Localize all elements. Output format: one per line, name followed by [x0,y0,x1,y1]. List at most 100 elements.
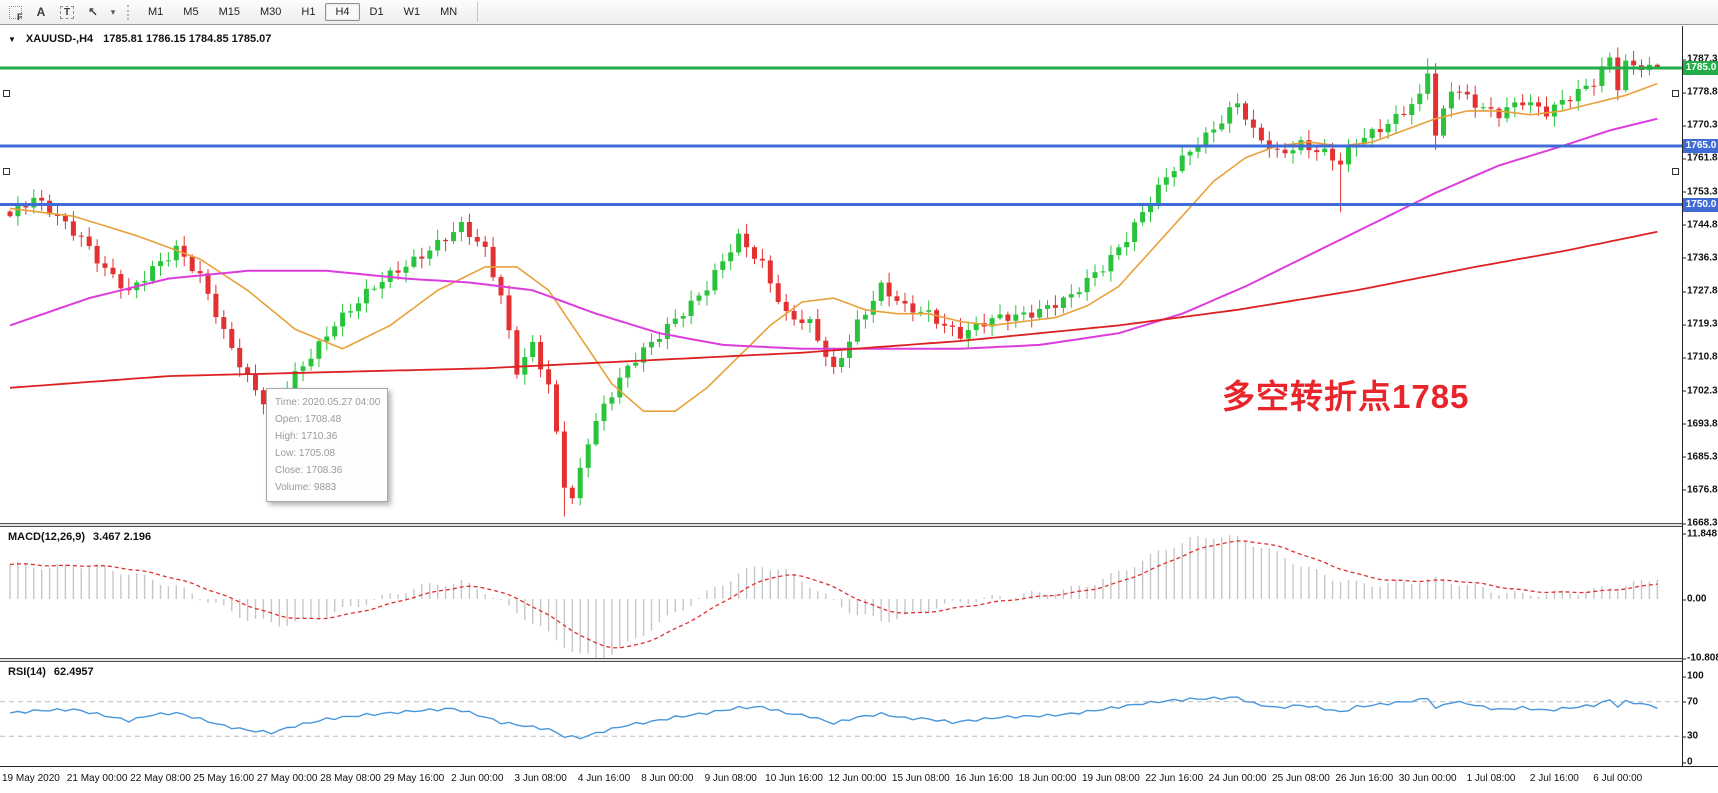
time-tick-label: 30 Jun 00:00 [1398,773,1457,784]
time-tick-label: 26 Jun 16:00 [1335,773,1394,784]
time-tick-label: 12 Jun 00:00 [828,773,887,784]
price-tick-label: 1744.8 [1682,219,1718,231]
tooltip-row: Open: 1708.48 [275,414,342,425]
macd-axis-label: 11.848 [1681,528,1718,540]
price-tick-label: 1727.8 [1682,285,1718,297]
rsi-indicator-value: 62.4957 [53,666,94,678]
toolbar-drag-handle[interactable] [127,4,129,20]
time-tick-label: 28 May 08:00 [320,773,381,784]
hline-handle-1765[interactable] [1672,168,1679,175]
price-tick-label: 1668.3 [1682,517,1718,529]
time-tick-label: 2 Jul 16:00 [1529,773,1579,784]
symbol-dropdown-icon[interactable]: ▼ [8,34,16,44]
price-tick-label: 1710.8 [1682,351,1718,363]
timeframe-button-H4[interactable]: H4 [325,3,360,21]
horizontal-line-1765[interactable] [0,144,1682,148]
price-tick-label: 1753.3 [1682,186,1718,198]
arrows-dropdown-caret-icon[interactable]: ▾ [110,6,116,17]
top-toolbar: F A T ↖ ▾ M1 M5 M15 M30 H1 H4 D1 W1 MN [0,0,1718,25]
price-tick-label: 1676.8 [1682,484,1718,496]
time-tick-label: 21 May 00:00 [66,773,128,784]
candle-data-tooltip: Time: 2020.05.27 04:00 Open: 1708.48 High:… [266,388,388,502]
price-badge-1765.0: 1765.0 [1683,139,1718,153]
tooltip-row: Volume: 9883 [275,482,337,493]
grid-template-icon[interactable]: F [4,2,26,22]
time-tick-label: 29 May 16:00 [383,773,445,784]
time-tick-label: 3 Jun 08:00 [514,773,567,784]
time-tick-label: 2 Jun 00:00 [451,773,504,784]
rsi-axis-label: 70 [1681,696,1699,708]
rsi-axis-label: 0 [1682,756,1693,768]
price-tick-label: 1719.3 [1682,318,1718,330]
timeframe-button-H1[interactable]: H1 [301,6,316,18]
time-tick-label: 15 Jun 08:00 [891,773,950,784]
time-tick-label: 16 Jun 16:00 [955,773,1014,784]
time-tick-label: 9 Jun 08:00 [704,773,757,784]
timeframe-button-MN[interactable]: MN [440,6,458,18]
candle-wicks-up [17,52,1650,506]
price-tick-label: 1761.8 [1682,152,1718,164]
ma-fast-orange-line [9,82,1658,412]
time-tick-label: 25 May 16:00 [193,773,255,784]
timeframe-button-W1[interactable]: W1 [403,6,421,18]
macd-histogram [9,535,1659,658]
hline-handle-1785[interactable] [3,90,10,97]
chart-annotation-text: 多空转折点1785 [1222,378,1470,415]
symbol-ohlc-line: ▼ XAUUSD-,H4 1785.81 1786.15 1784.85 178… [8,33,271,45]
timeframe-button-M30[interactable]: M30 [259,6,282,18]
tooltip-row: Time: 2020.05.27 04:00 [275,397,381,408]
hline-handle-1765[interactable] [3,168,10,175]
price-badge-1750.0: 1750.0 [1683,197,1718,212]
macd-chart-canvas[interactable] [0,527,1682,658]
time-tick-label: 8 Jun 00:00 [641,773,694,784]
horizontal-line-1785[interactable] [0,66,1682,70]
macd-axis-label: 0.00 [1681,593,1707,605]
symbol-period-label: XAUUSD-,H4 [25,33,94,45]
time-tick-label: 27 May 00:00 [256,773,318,784]
time-tick-label: 18 Jun 00:00 [1018,773,1077,784]
candle-wicks-down [9,47,1658,517]
tooltip-row: Close: 1708.36 [275,465,343,476]
panel-splitter[interactable] [0,658,1718,662]
price-badge-1785.0: 1785.0 [1683,61,1718,75]
rsi-chart-canvas[interactable] [0,662,1682,766]
time-tick-label: 22 May 08:00 [130,773,191,784]
rsi-axis-label: 30 [1681,730,1699,742]
hline-handle-1785[interactable] [1672,90,1679,97]
horizontal-line-1750[interactable] [0,203,1682,206]
timeframe-button-M15[interactable]: M15 [218,6,240,18]
chart-window: ▼ XAUUSD-,H4 1785.81 1786.15 1784.85 178… [0,26,1718,793]
ohlc-values: 1785.81 1786.15 1784.85 1785.07 [103,33,272,45]
arrows-tool-icon[interactable]: ↖ [87,5,99,19]
price-tick-label: 1685.3 [1682,451,1718,463]
macd-indicator-values: 3.467 2.196 [93,531,152,543]
timeframe-button-D1[interactable]: D1 [369,6,384,18]
time-tick-label: 4 Jun 16:00 [577,773,631,784]
text-a-icon[interactable]: A [36,5,46,19]
main-chart-canvas[interactable] [0,26,1682,523]
tooltip-row: High: 1710.36 [275,431,338,442]
price-tick-label: 1787.3 [1682,53,1718,65]
text-box-icon[interactable]: T [56,2,78,22]
macd-indicator-label: MACD(12,26,9) 3.467 2.196 [8,531,152,543]
timeframe-button-M5[interactable]: M5 [183,6,199,18]
timeframe-button-M1[interactable]: M1 [148,6,164,18]
time-tick-label: 19 Jun 08:00 [1081,773,1140,784]
time-tick-label: 24 Jun 00:00 [1208,773,1267,784]
time-tick-label: 10 Jun 16:00 [765,773,823,784]
price-tick-label: 1702.3 [1682,385,1718,397]
toolbar-separator [477,2,479,22]
rsi-indicator-label: RSI(14) 62.4957 [8,666,94,678]
grid-template-label: F [17,11,23,22]
price-tick-label: 1770.3 [1682,119,1718,131]
panel-splitter[interactable] [0,523,1718,527]
time-tick-label: 19 May 2020 [2,773,60,784]
time-axis[interactable]: 19 May 2020 21 May 00:00 22 May 08:00 25 Ma… [0,766,1718,793]
price-tick-label: 1736.3 [1682,252,1718,264]
price-tick-label: 1778.8 [1682,86,1718,98]
timeframe-button-group: M1 M5 M15 M30 H1 H4 D1 W1 MN [138,3,467,21]
time-tick-label: 25 Jun 08:00 [1272,773,1330,784]
time-tick-label: 6 Jul 00:00 [1593,773,1643,784]
price-axis[interactable]: 1787.3 1778.8 1770.3 1761.8 1753.3 1744.8 1736… [1681,26,1718,768]
price-tick-label: 1693.8 [1682,418,1718,430]
